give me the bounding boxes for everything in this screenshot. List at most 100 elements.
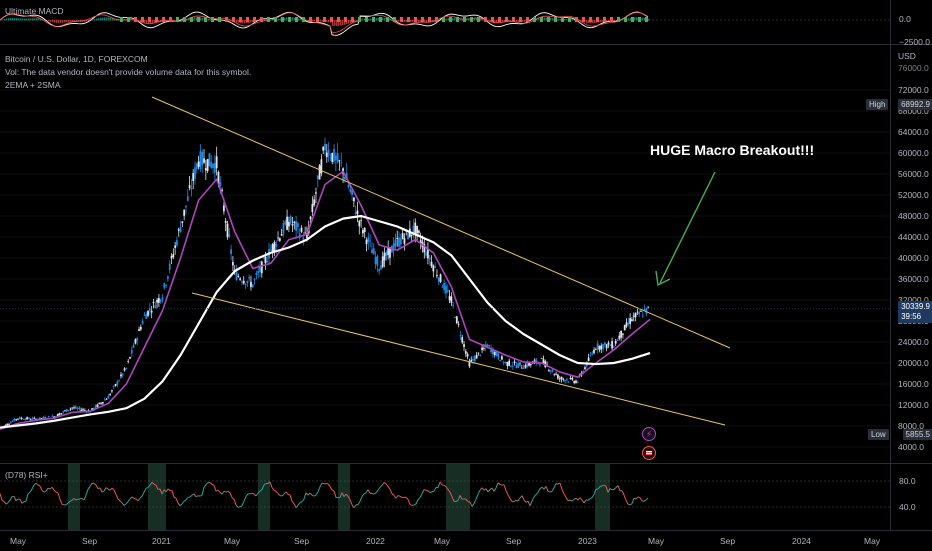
macd-histogram-bar [636,17,638,20]
price-candle-body [599,346,601,350]
rsi-line-segment [26,494,28,501]
rsi-axis[interactable]: 80.0 40.0 [890,464,932,530]
price-candle-body [113,386,115,387]
price-tick: 20000.0 [898,358,929,368]
macd-histogram-bar [106,17,108,20]
macd-histogram-bar [144,20,146,22]
price-candle-body [454,317,456,318]
rsi-line-segment [178,503,180,506]
price-candle-body [353,198,355,202]
macd-histogram-bar [648,19,650,21]
rsi-line-segment [0,494,2,501]
macd-histogram-bar [38,18,40,20]
macd-histogram-bar [334,20,336,26]
macd-cross-dot [617,17,620,22]
price-candle-body [384,253,386,261]
macd-histogram-bar [566,19,568,20]
price-pane[interactable]: Bitcoin / U.S. Dollar, 1D, FOREXCOM Vol:… [0,45,890,464]
rsi-line-segment [242,501,244,505]
price-candle-body [265,257,267,263]
macd-cross-dot [428,17,431,22]
macd-histogram-bar [96,19,98,21]
rsi-overbought-band [148,464,166,530]
macd-cross-dot [603,17,606,22]
macd-pane[interactable]: Ultimate MACD [0,0,890,45]
price-candle-body [404,238,406,244]
time-tick: 2024 [792,536,811,546]
macd-histogram-bar [54,20,56,23]
macd-cross-dot [365,17,368,22]
price-candle-body [127,361,129,362]
macd-axis[interactable]: 0.0 −2500.0 [890,0,932,45]
macd-cross-dot [526,17,529,22]
price-candle-body [497,354,499,359]
rsi-line-segment [524,500,526,502]
rsi-line-segment [10,497,12,501]
rsi-line-segment [444,485,446,486]
rsi-line-segment [94,483,96,485]
price-candle-body [32,418,34,419]
rsi-line-segment [166,489,168,492]
price-tick: 56000.0 [898,169,929,179]
macd-histogram-bar [278,19,280,21]
price-candle-body [68,410,70,411]
macd-histogram-bar [300,19,302,20]
price-candle-body [541,358,543,359]
price-candle-body [481,348,483,350]
rsi-line-segment [492,488,494,491]
rsi-line-segment [504,485,506,491]
price-candle-body [627,323,629,324]
price-candle-body [337,153,339,162]
price-candle-body [519,363,521,364]
price-candle-body [30,420,32,421]
rsi-pane[interactable]: (D78) RSI+ [0,464,890,530]
rsi-line-segment [530,501,532,506]
price-candle-body [382,256,384,266]
macd-histogram-bar [586,20,588,23]
price-candle-body [557,375,559,379]
rsi-line-segment [292,501,294,503]
rsi-line-segment [228,491,230,492]
macd-histogram-bar [62,20,64,23]
price-candle-body [617,340,619,341]
rsi-line-segment [354,505,356,508]
macd-histogram-bar [634,17,636,20]
rsi-line-segment [238,507,240,508]
rsi-line-segment [636,497,638,499]
price-candle-body [550,371,552,372]
rsi-line-segment [270,482,272,488]
rsi-line-segment [374,493,376,495]
event-flash-icon[interactable]: ⚡ [642,427,656,441]
price-candle-body [23,419,25,420]
price-candle-body [474,356,476,361]
price-candle-body [633,316,635,317]
price-candle-body [452,305,454,306]
rsi-line-segment [368,490,370,494]
macd-histogram-bar [480,19,482,21]
macd-histogram-bar [4,19,6,21]
rsi-line-segment [186,497,188,499]
us-flag-event-icon[interactable] [642,446,656,460]
macd-histogram-bar [342,20,344,25]
macd-histogram-bar [56,20,58,23]
macd-histogram-bar [544,17,546,20]
macd-cross-dot [491,17,494,22]
macd-histogram-bar [152,20,154,23]
macd-cross-dot [638,17,641,22]
rsi-line-segment [418,497,420,499]
rsi-line-segment [14,496,16,500]
price-candle-body [335,156,337,161]
rsi-line-segment [200,495,202,496]
macd-cross-dot [645,17,648,22]
price-candle-body [600,345,602,349]
rsi-line-segment [406,497,408,499]
rsi-line-segment [48,488,50,489]
rsi-line-segment [120,501,122,503]
time-tick: Sep [720,536,735,546]
price-candle-body [431,262,433,267]
rsi-line-segment [434,487,436,491]
rsi-title: (D78) RSI+ [5,470,48,480]
price-candle-body [521,368,523,369]
